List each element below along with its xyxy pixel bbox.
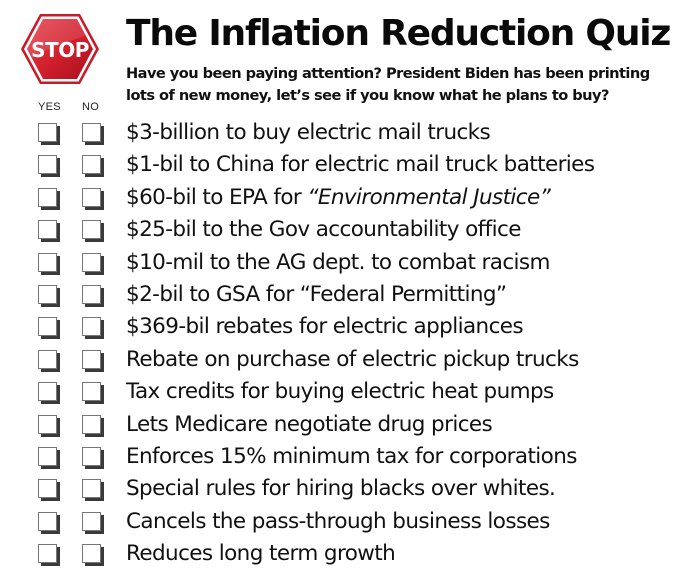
quiz-item-text: Tax credits for buying electric heat pum… [126,379,554,405]
quiz-item-text-main: $60-bil to EPA for [126,184,308,210]
no-checkbox[interactable] [82,155,101,175]
quiz-item-text: Rebate on purchase of electric pickup tr… [126,346,579,372]
quiz-item: $10-mil to the AG dept. to combat racism [0,248,700,280]
yes-checkbox[interactable] [38,479,57,499]
yes-column-header: YES [38,101,61,113]
quiz-item: Cancels the pass-through business losses [0,507,700,539]
quiz-item: Enforces 15% minimum tax for corporation… [0,442,700,474]
quiz-item-text: $10-mil to the AG dept. to combat racism [126,249,550,275]
quiz-item: Reduces long term growth [0,539,700,571]
no-column-header: NO [82,101,100,113]
no-checkbox[interactable] [82,252,101,272]
quiz-item: $25-bil to the Gov accountability office [0,215,700,247]
no-checkbox[interactable] [82,317,101,337]
quiz-item: $369-bil rebates for electric appliances [0,312,700,344]
no-checkbox[interactable] [82,220,101,240]
yes-checkbox[interactable] [38,511,57,531]
page-title: The Inflation Reduction Quiz [126,13,671,54]
yes-checkbox[interactable] [38,446,57,466]
quiz-item-text: Cancels the pass-through business losses [126,508,550,534]
no-checkbox[interactable] [82,479,101,499]
no-checkbox[interactable] [82,446,101,466]
no-checkbox[interactable] [82,382,101,402]
quiz-item: Tax credits for buying electric heat pum… [0,377,700,409]
subtitle-line-2: lots of new money, let’s see if you know… [126,87,609,104]
quiz-item: Special rules for hiring blacks over whi… [0,474,700,506]
yes-checkbox[interactable] [38,220,57,240]
subtitle-line-1: Have you been paying attention? Presiden… [126,65,650,82]
quiz-item: $2-bil to GSA for “Federal Permitting” [0,280,700,312]
subtitle: Have you been paying attention? Presiden… [126,63,696,107]
yes-checkbox[interactable] [38,317,57,337]
no-checkbox[interactable] [82,123,101,142]
quiz-item-text: $60-bil to EPA for “Environmental Justic… [126,183,551,213]
stop-sign-icon: STOP [21,14,99,84]
quiz-item-text: $3-billion to buy electric mail trucks [126,120,491,145]
quiz-item-text: $2-bil to GSA for “Federal Permitting” [126,281,507,307]
no-checkbox[interactable] [82,187,101,207]
quiz-item: $60-bil to EPA for “Environmental Justic… [0,183,700,215]
quiz-item: $1-bil to China for electric mail truck … [0,150,700,182]
no-checkbox[interactable] [82,414,101,434]
yes-checkbox[interactable] [38,382,57,402]
yes-checkbox[interactable] [38,349,57,369]
yes-checkbox[interactable] [38,544,57,564]
quiz-item: Rebate on purchase of electric pickup tr… [0,345,700,377]
quiz-item: Lets Medicare negotiate drug prices [0,410,700,442]
quiz-item-text-italic: “Environmental Justice” [307,184,551,210]
no-checkbox[interactable] [82,284,101,304]
yes-checkbox[interactable] [38,414,57,434]
no-checkbox[interactable] [82,349,101,369]
quiz-item-text: $369-bil rebates for electric appliances [126,314,524,340]
yes-checkbox[interactable] [38,187,57,207]
quiz-item-text: Lets Medicare negotiate drug prices [126,411,493,437]
quiz-item-text: Special rules for hiring blacks over whi… [126,476,556,502]
no-checkbox[interactable] [82,511,101,531]
yes-checkbox[interactable] [38,252,57,272]
quiz-item-text: $25-bil to the Gov accountability office [126,217,521,243]
quiz-item-text: $1-bil to China for electric mail truck … [126,152,595,178]
quiz-item: $3-billion to buy electric mail trucks [0,118,700,150]
stop-sign-text: STOP [31,38,89,62]
yes-checkbox[interactable] [38,123,57,142]
no-checkbox[interactable] [82,544,101,564]
quiz-item-text: Reduces long term growth [126,541,396,567]
yes-checkbox[interactable] [38,155,57,175]
yes-checkbox[interactable] [38,284,57,304]
quiz-list: $3-billion to buy electric mail trucks $… [0,118,700,571]
quiz-item-text: Enforces 15% minimum tax for corporation… [126,443,577,469]
